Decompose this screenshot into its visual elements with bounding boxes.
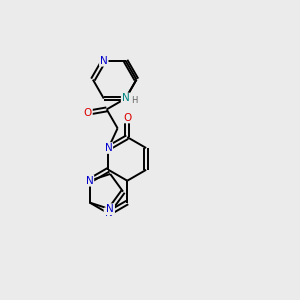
Text: N: N	[85, 176, 93, 186]
Text: H: H	[131, 96, 138, 105]
Text: O: O	[84, 108, 92, 118]
Text: N: N	[100, 56, 108, 66]
Text: N: N	[104, 208, 112, 218]
Text: N: N	[104, 143, 112, 153]
Text: N: N	[106, 204, 114, 214]
Text: O: O	[123, 112, 131, 122]
Text: N: N	[122, 94, 130, 103]
